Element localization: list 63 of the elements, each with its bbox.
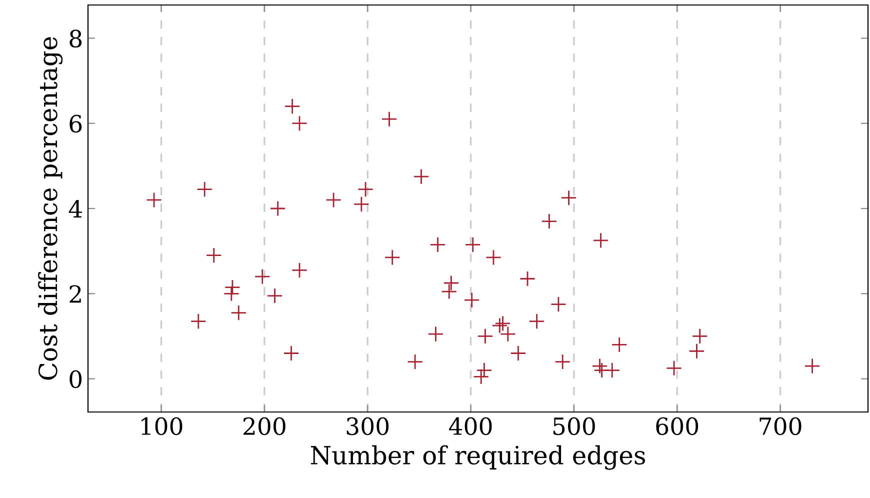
point (381, 111, 398, 128)
point (692, 328, 708, 344)
point (804, 358, 820, 374)
y-tick-label: 6 (70, 114, 82, 133)
point (476, 362, 492, 378)
point (224, 279, 240, 296)
point (326, 192, 342, 208)
point (230, 304, 247, 321)
point (223, 286, 240, 302)
point (266, 288, 283, 304)
point (430, 236, 446, 253)
point (384, 249, 400, 266)
point (611, 336, 628, 353)
y-tick-label: 2 (70, 285, 81, 303)
point (292, 262, 308, 278)
x-tick-label: 600 (656, 417, 698, 436)
x-tick-label: 100 (142, 417, 182, 436)
x-tick-label: 700 (760, 417, 802, 436)
point (270, 200, 286, 216)
point (520, 270, 536, 287)
point (428, 326, 444, 342)
y-axis-title: Cost difference percentage (38, 37, 63, 380)
y-tick-label: 4 (68, 200, 82, 218)
point (477, 328, 494, 344)
point (494, 315, 511, 332)
point (407, 354, 424, 370)
point (592, 232, 609, 248)
point (283, 345, 300, 362)
point (441, 284, 458, 300)
point (510, 345, 526, 362)
point (254, 268, 270, 285)
point (473, 368, 490, 385)
point (528, 313, 545, 330)
point (196, 181, 213, 198)
point (146, 192, 162, 208)
point (666, 360, 682, 376)
point (592, 358, 608, 374)
x-axis-title: Number of required edges (310, 445, 646, 470)
point (443, 275, 460, 291)
point (486, 249, 502, 266)
x-tick-label: 300 (346, 417, 389, 436)
point (190, 313, 206, 330)
x-tick-label: 200 (243, 417, 286, 436)
point (292, 115, 308, 132)
x-tick-label: 500 (553, 417, 595, 436)
point (550, 296, 566, 312)
point (500, 326, 516, 342)
point (560, 190, 577, 206)
point (604, 362, 620, 378)
point (688, 343, 705, 360)
y-tick-label: 0 (70, 370, 82, 388)
point (206, 247, 222, 264)
point (358, 181, 374, 198)
x-tick-label: 400 (448, 417, 492, 436)
y-tick-label: 8 (70, 30, 82, 48)
point (554, 354, 571, 370)
point (284, 98, 300, 114)
point (464, 236, 481, 253)
point (353, 196, 370, 212)
point (541, 213, 558, 230)
point (413, 168, 430, 185)
point (492, 318, 508, 334)
point (464, 292, 480, 308)
